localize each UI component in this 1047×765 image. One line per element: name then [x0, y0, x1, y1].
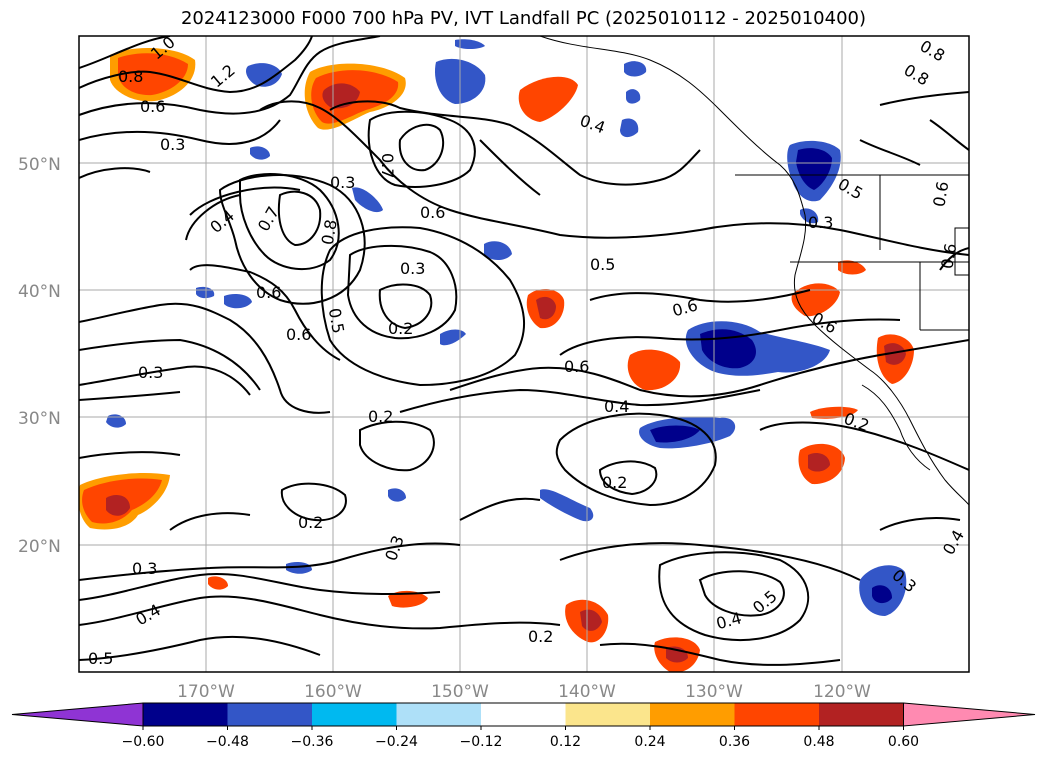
- contour-label: 0.6: [564, 357, 589, 376]
- negative-anomaly-area: [484, 241, 512, 260]
- map-title: 2024123000 F000 700 hPa PV, IVT Landfall…: [180, 8, 867, 29]
- colorbar-segment: [481, 703, 566, 726]
- colorbar: −0.60 −0.48 −0.36 −0.24 −0.12 0.12 0.24 0.36 0.4…: [11, 702, 1036, 750]
- colorbar-segment: [396, 703, 482, 726]
- lat-label: 40°N: [18, 282, 61, 302]
- lat-labels: 50°N 40°N 30°N 20°N: [18, 155, 61, 557]
- negative-anomaly-area: [388, 488, 406, 502]
- colorbar-tick-label: −0.60: [122, 734, 165, 750]
- colorbar-tick-label: −0.24: [375, 734, 418, 750]
- contour-label: 0.6: [929, 180, 952, 208]
- negative-anomaly-area: [626, 89, 641, 104]
- negative-anomaly-area: [352, 187, 383, 213]
- lat-label: 20°N: [18, 537, 61, 557]
- map-frame: [78, 35, 970, 673]
- lon-label: 150°W: [431, 682, 489, 702]
- lon-label: 130°W: [685, 682, 743, 702]
- colorbar-segment: [143, 703, 228, 726]
- contour-label: 0.2: [298, 513, 323, 532]
- lon-label: 170°W: [177, 682, 235, 702]
- negative-anomaly-area: [286, 562, 312, 574]
- colorbar-tick-label: 0.48: [803, 734, 834, 750]
- colorbar-tick-label: 0.36: [719, 734, 750, 750]
- negative-anomaly-area: [650, 425, 700, 443]
- negative-anomaly-area: [620, 118, 639, 138]
- positive-anomaly-area: [518, 76, 578, 122]
- positive-anomaly-area: [810, 406, 858, 419]
- contour-label: 0.4: [604, 397, 629, 416]
- colorbar-segment: [650, 703, 735, 726]
- positive-anomaly-area: [808, 453, 830, 472]
- contour-label: 0.5: [325, 307, 348, 335]
- negative-anomaly-area: [246, 63, 282, 87]
- positive-anomaly-area: [208, 576, 228, 590]
- colorbar-tick-label: −0.48: [206, 734, 249, 750]
- positive-anomaly-area: [388, 590, 428, 608]
- colorbar-tick-label: −0.36: [291, 734, 334, 750]
- colorbar-tick-label: −0.12: [460, 734, 503, 750]
- contour-label: 0.7: [378, 153, 397, 178]
- colorbar-tick-label: 0.24: [634, 734, 665, 750]
- contour-label: 0.2: [602, 473, 627, 492]
- colorbar-segment: [312, 703, 397, 726]
- shaded-anomalies: [79, 39, 914, 672]
- colorbar-segment: [565, 703, 651, 726]
- contour-label: 0.8: [118, 67, 143, 86]
- lon-label: 160°W: [304, 682, 362, 702]
- lon-labels: 170°W 160°W 150°W 140°W 130°W 120°W: [177, 682, 871, 702]
- contour-label: 0.2: [388, 319, 413, 338]
- negative-anomaly-area: [796, 148, 832, 190]
- contour-label: 0.5: [88, 649, 113, 668]
- negative-anomaly-area: [872, 585, 892, 604]
- colorbar-tick-label: 0.60: [888, 734, 919, 750]
- colorbar-extend-right: [903, 702, 1036, 727]
- contour-label: 0.6: [420, 203, 445, 222]
- pv-contours: [79, 36, 969, 666]
- lon-label: 140°W: [558, 682, 616, 702]
- contour-label: 0.2: [368, 407, 393, 426]
- negative-anomaly-area: [540, 489, 594, 522]
- contour-label: 0.2: [528, 627, 553, 646]
- lat-label: 50°N: [18, 155, 61, 175]
- lat-label: 30°N: [18, 409, 61, 429]
- contour-label: 0.3: [400, 259, 425, 278]
- colorbar-tick-label: 0.12: [550, 734, 581, 750]
- lon-label: 120°W: [813, 682, 871, 702]
- gridlines: [79, 36, 969, 672]
- colorbar-extend-left: [11, 702, 144, 727]
- negative-anomaly-area: [624, 61, 647, 77]
- negative-anomaly-area: [106, 414, 126, 428]
- contour-label: 0.6: [256, 283, 281, 302]
- positive-anomaly-area: [884, 343, 906, 365]
- negative-anomaly-area: [250, 146, 270, 160]
- contour-label: 0.8: [318, 218, 341, 246]
- positive-anomaly-area: [580, 609, 602, 631]
- contour-label: 0.6: [286, 325, 311, 344]
- contour-label: 0.3: [160, 135, 185, 154]
- contour-label: 0.3: [132, 559, 157, 578]
- contour-label: 0.3: [330, 173, 355, 192]
- positive-anomaly-area: [118, 53, 188, 96]
- colorbar-segment: [819, 703, 904, 726]
- positive-anomaly-area: [838, 260, 866, 275]
- colorbar-outline: [142, 702, 904, 727]
- contour-label: 0.6: [140, 97, 165, 116]
- contour-label: 0.3: [808, 213, 833, 232]
- negative-anomaly-area: [455, 39, 485, 49]
- colorbar-segment: [227, 703, 313, 726]
- positive-anomaly-area: [106, 495, 130, 516]
- positive-anomaly-area: [536, 296, 556, 320]
- contour-label: 0.3: [138, 363, 163, 382]
- positive-anomaly-area: [627, 349, 681, 391]
- coastlines: [539, 36, 969, 506]
- negative-anomaly-area: [224, 294, 252, 309]
- contour-label: 0.5: [590, 255, 615, 274]
- colorbar-segment: [734, 703, 820, 726]
- contour-label: 0.6: [937, 242, 960, 270]
